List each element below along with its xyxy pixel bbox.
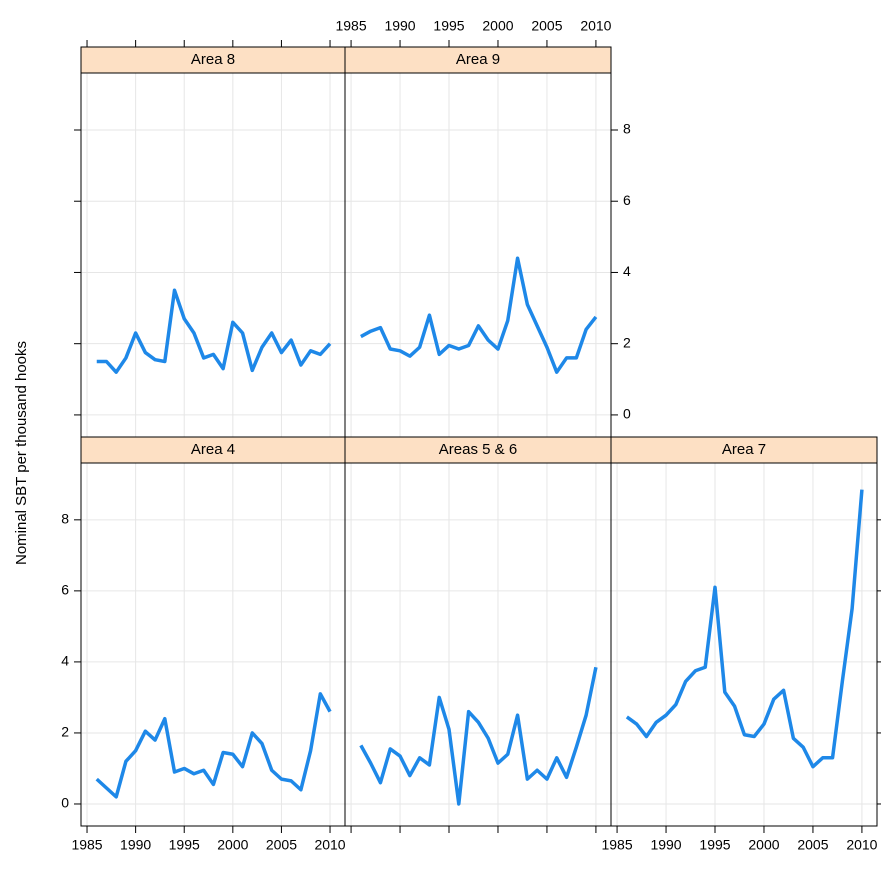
data-line — [360, 256, 598, 374]
y-tick-label: 8 — [623, 121, 631, 137]
y-tick-label: 2 — [623, 334, 631, 350]
y-tick-label: 0 — [61, 795, 69, 811]
y-tick-label: 8 — [61, 511, 69, 527]
strip — [344, 46, 612, 74]
x-tick-label: 2010 — [580, 18, 611, 34]
y-tick-label: 0 — [623, 406, 631, 422]
x-tick-label: 1985 — [335, 18, 366, 34]
strip — [80, 436, 346, 464]
strip — [610, 436, 878, 464]
x-tick-label: 2000 — [217, 837, 248, 853]
data-line — [96, 288, 332, 374]
panel-border — [80, 72, 346, 438]
x-tick-label: 1990 — [120, 837, 151, 853]
panel-border — [610, 462, 878, 827]
panel-title: Area 7 — [722, 441, 766, 458]
x-tick-label: 1990 — [384, 18, 415, 34]
strip — [344, 436, 612, 464]
x-tick-label: 1995 — [169, 837, 200, 853]
x-tick-label: 1985 — [601, 837, 632, 853]
x-tick-label: 2000 — [482, 18, 513, 34]
y-tick-label: 6 — [623, 192, 631, 208]
panel-border — [344, 72, 612, 438]
panel-title: Area 8 — [191, 51, 235, 68]
data-line — [95, 692, 332, 799]
y-tick-label: 4 — [61, 653, 69, 669]
y-axis-label: Nominal SBT per thousand hooks — [13, 341, 30, 565]
x-tick-label: 2000 — [748, 837, 779, 853]
x-tick-label: 1990 — [650, 837, 681, 853]
strip — [80, 46, 346, 74]
x-tick-label: 1985 — [71, 837, 102, 853]
y-tick-label: 4 — [623, 263, 631, 279]
x-tick-label: 2005 — [797, 837, 828, 853]
x-tick-label: 2010 — [846, 837, 877, 853]
data-line — [359, 666, 598, 806]
panel-title: Area 9 — [456, 51, 500, 68]
x-tick-label: 2010 — [314, 837, 345, 853]
x-tick-label: 2005 — [531, 18, 562, 34]
x-tick-label: 1995 — [699, 837, 730, 853]
panel-title: Areas 5 & 6 — [439, 441, 517, 458]
x-tick-label: 2005 — [266, 837, 297, 853]
y-tick-label: 6 — [61, 582, 69, 598]
x-tick-label: 1995 — [433, 18, 464, 34]
y-tick-label: 2 — [61, 724, 69, 740]
panel-title: Area 4 — [191, 441, 235, 458]
data-line — [625, 489, 864, 769]
